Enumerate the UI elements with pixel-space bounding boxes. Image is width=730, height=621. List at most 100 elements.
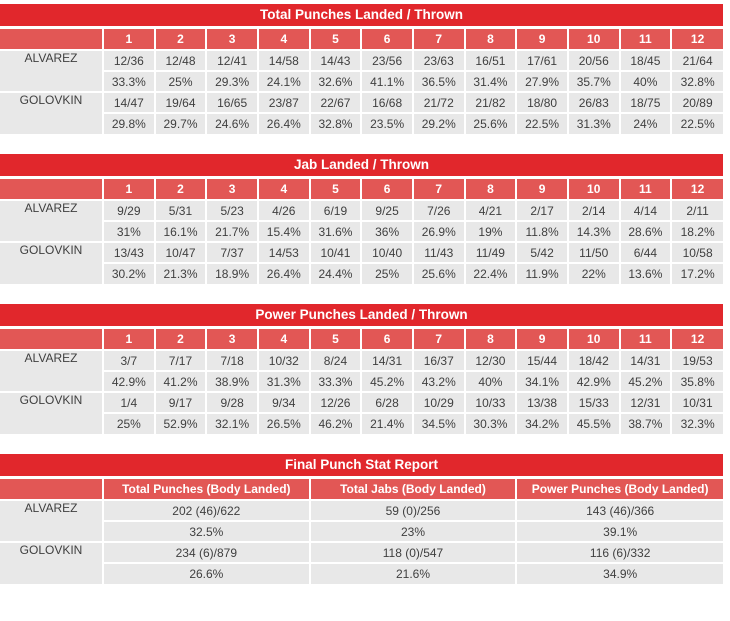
punch-stat-table: Final Punch Stat Report Total Punches (Bo… [0, 454, 723, 584]
landed-thrown-cell: 5/23 [205, 199, 259, 222]
percentage-cell: 26.9% [411, 220, 466, 243]
round-header: 4 [256, 329, 311, 351]
percentage-cell: 25.6% [411, 262, 466, 284]
fighter-name: GOLOVKIN [0, 541, 104, 584]
percentage-cell: 31.3% [256, 370, 311, 393]
landed-thrown-cell: 18/80 [515, 91, 569, 114]
percentage-cell: 34.9% [515, 562, 723, 584]
landed-thrown-cell: 202 (46)/622 [102, 499, 311, 522]
fighter-name: ALVAREZ [0, 499, 104, 543]
stat-grid: 1 2 3 4 5 6 7 8 9 10 11 12 ALVAREZ 12/36 12/48 12/41 14/… [0, 29, 723, 134]
percentage-cell: 11.9% [515, 262, 569, 284]
landed-thrown-cell: 10/40 [360, 241, 414, 264]
landed-thrown-cell: 14/31 [618, 349, 673, 372]
landed-thrown-cell: 10/47 [153, 241, 208, 264]
landed-thrown-cell: 3/7 [102, 349, 156, 372]
landed-thrown-cell: 6/19 [308, 199, 363, 222]
percentage-cell: 26.4% [256, 112, 311, 134]
landed-thrown-cell: 10/31 [670, 391, 723, 414]
landed-thrown-cell: 118 (0)/547 [308, 541, 518, 564]
landed-thrown-cell: 7/17 [153, 349, 208, 372]
landed-thrown-cell: 4/21 [463, 199, 518, 222]
landed-thrown-cell: 16/65 [205, 91, 259, 114]
landed-thrown-cell: 14/47 [102, 91, 156, 114]
percentage-cell: 35.8% [670, 370, 723, 393]
landed-thrown-cell: 2/14 [566, 199, 621, 222]
landed-thrown-cell: 12/41 [205, 49, 259, 72]
round-header: 9 [515, 179, 569, 201]
corner-header-cell [0, 329, 104, 351]
percentage-cell: 27.9% [515, 70, 569, 93]
round-header: 11 [618, 329, 673, 351]
landed-thrown-cell: 19/53 [670, 349, 723, 372]
landed-thrown-cell: 4/14 [618, 199, 673, 222]
column-header: Power Punches (Body Landed) [515, 479, 723, 501]
percentage-cell: 18.9% [205, 262, 259, 284]
round-header: 7 [411, 329, 466, 351]
percentage-cell: 31.6% [308, 220, 363, 243]
percentage-cell: 22.4% [463, 262, 518, 284]
landed-thrown-cell: 7/37 [205, 241, 259, 264]
landed-thrown-cell: 9/17 [153, 391, 208, 414]
fighter-name: ALVAREZ [0, 49, 104, 93]
landed-thrown-cell: 21/72 [411, 91, 466, 114]
percentage-cell: 25% [103, 412, 156, 434]
percentage-cell: 43.2% [411, 370, 466, 393]
percentage-cell: 17.2% [670, 262, 723, 284]
landed-thrown-cell: 9/29 [102, 199, 156, 222]
round-header: 6 [360, 179, 414, 201]
round-header: 5 [308, 29, 363, 51]
landed-thrown-cell: 19/64 [153, 91, 208, 114]
landed-thrown-cell: 18/75 [618, 91, 673, 114]
percentage-cell: 24.1% [256, 70, 311, 93]
round-header: 12 [670, 179, 723, 201]
round-header: 10 [566, 179, 621, 201]
landed-thrown-cell: 9/34 [256, 391, 311, 414]
fighter-name: GOLOVKIN [0, 391, 104, 434]
landed-thrown-cell: 6/44 [618, 241, 673, 264]
percentage-cell: 25.6% [463, 112, 518, 134]
percentage-cell: 25% [153, 70, 208, 93]
landed-thrown-cell: 6/28 [360, 391, 414, 414]
landed-thrown-cell: 23/63 [411, 49, 466, 72]
landed-thrown-cell: 116 (6)/332 [515, 541, 723, 564]
table-title: Jab Landed / Thrown [0, 154, 723, 176]
landed-thrown-cell: 11/43 [411, 241, 466, 264]
percentage-cell: 36.5% [411, 70, 466, 93]
percentage-cell: 22.5% [515, 112, 569, 134]
landed-thrown-cell: 10/29 [411, 391, 466, 414]
landed-thrown-cell: 17/61 [515, 49, 569, 72]
round-header: 1 [102, 329, 156, 351]
percentage-cell: 40% [463, 370, 518, 393]
percentage-cell: 11.8% [515, 220, 569, 243]
percentage-cell: 26.4% [256, 262, 311, 284]
percentage-cell: 39.1% [515, 520, 723, 543]
corner-header-cell [0, 479, 104, 501]
landed-thrown-cell: 11/49 [463, 241, 518, 264]
round-header: 4 [256, 29, 311, 51]
round-header: 12 [670, 329, 723, 351]
percentage-cell: 16.1% [153, 220, 208, 243]
round-header: 10 [566, 329, 621, 351]
landed-thrown-cell: 5/42 [515, 241, 569, 264]
percentage-cell: 15.4% [256, 220, 311, 243]
landed-thrown-cell: 4/26 [256, 199, 311, 222]
landed-thrown-cell: 14/58 [256, 49, 311, 72]
landed-thrown-cell: 10/58 [670, 241, 723, 264]
percentage-cell: 18.2% [670, 220, 723, 243]
landed-thrown-cell: 23/87 [256, 91, 311, 114]
round-header: 6 [360, 29, 414, 51]
landed-thrown-cell: 12/30 [463, 349, 518, 372]
round-header: 3 [205, 329, 259, 351]
percentage-cell: 45.2% [360, 370, 414, 393]
table-title: Final Punch Stat Report [0, 454, 723, 476]
fighter-name: GOLOVKIN [0, 241, 104, 284]
landed-thrown-cell: 21/64 [670, 49, 723, 72]
landed-thrown-cell: 16/37 [411, 349, 466, 372]
percentage-cell: 41.2% [153, 370, 208, 393]
landed-thrown-cell: 15/44 [515, 349, 569, 372]
percentage-cell: 45.2% [618, 370, 673, 393]
stat-grid: 1 2 3 4 5 6 7 8 9 10 11 12 ALVAREZ 3/7 7/17 7/18 10/32 8/… [0, 329, 723, 434]
landed-thrown-cell: 15/33 [566, 391, 621, 414]
